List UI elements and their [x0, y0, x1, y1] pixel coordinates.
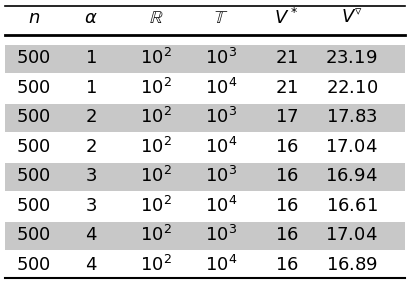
Text: $500$: $500$	[16, 167, 52, 185]
Text: $10^3$: $10^3$	[205, 166, 237, 186]
Text: $10^4$: $10^4$	[204, 196, 237, 216]
Text: $\alpha$: $\alpha$	[84, 9, 97, 27]
Text: $17.04$: $17.04$	[324, 138, 377, 156]
Text: $21$: $21$	[274, 49, 297, 67]
Text: $n$: $n$	[28, 9, 40, 27]
Text: $4$: $4$	[85, 256, 97, 274]
Text: $1$: $1$	[85, 79, 97, 97]
Text: $16.94$: $16.94$	[324, 167, 377, 185]
Bar	[5, 104, 404, 132]
Text: $3$: $3$	[85, 197, 97, 215]
Bar	[5, 163, 404, 191]
Text: $16.61$: $16.61$	[325, 197, 377, 215]
Text: $17$: $17$	[274, 108, 297, 126]
Text: $17.83$: $17.83$	[325, 108, 376, 126]
Text: $10^2$: $10^2$	[140, 166, 172, 186]
Text: $23.19$: $23.19$	[325, 49, 377, 67]
Text: $16$: $16$	[274, 167, 298, 185]
Text: $\mathbb{R}$: $\mathbb{R}$	[148, 9, 163, 27]
Text: $10^3$: $10^3$	[205, 48, 237, 68]
Text: $10^2$: $10^2$	[140, 78, 172, 98]
Text: $10^2$: $10^2$	[140, 107, 172, 127]
Text: $V^*$: $V^*$	[274, 8, 298, 28]
Text: $10^2$: $10^2$	[140, 48, 172, 68]
Text: $16$: $16$	[274, 226, 298, 245]
Text: $10^4$: $10^4$	[204, 255, 237, 275]
Text: $16$: $16$	[274, 256, 298, 274]
Text: $500$: $500$	[16, 49, 52, 67]
Text: $2$: $2$	[85, 108, 97, 126]
Text: $1$: $1$	[85, 49, 97, 67]
Text: $16$: $16$	[274, 197, 298, 215]
Text: $10^2$: $10^2$	[140, 137, 172, 157]
Text: $500$: $500$	[16, 138, 52, 156]
Text: $17.04$: $17.04$	[324, 226, 377, 245]
Text: $10^2$: $10^2$	[140, 255, 172, 275]
Text: $10^3$: $10^3$	[205, 107, 237, 127]
Text: $500$: $500$	[16, 256, 52, 274]
Text: $3$: $3$	[85, 167, 97, 185]
Bar	[5, 45, 404, 73]
Text: $10^3$: $10^3$	[205, 225, 237, 245]
Text: $V^{\triangledown}$: $V^{\triangledown}$	[340, 9, 362, 27]
Text: $10^4$: $10^4$	[204, 137, 237, 157]
Text: $500$: $500$	[16, 226, 52, 245]
Text: $10^2$: $10^2$	[140, 196, 172, 216]
Text: $4$: $4$	[85, 226, 97, 245]
Text: $500$: $500$	[16, 108, 52, 126]
Text: $2$: $2$	[85, 138, 97, 156]
Text: $16$: $16$	[274, 138, 298, 156]
Text: $\mathbb{T}$: $\mathbb{T}$	[213, 9, 228, 27]
Text: $21$: $21$	[274, 79, 297, 97]
Text: $500$: $500$	[16, 197, 52, 215]
Text: $10^2$: $10^2$	[140, 225, 172, 245]
Text: $500$: $500$	[16, 79, 52, 97]
Bar	[5, 222, 404, 250]
Text: $10^4$: $10^4$	[204, 78, 237, 98]
Text: $16.89$: $16.89$	[325, 256, 377, 274]
Text: $22.10$: $22.10$	[325, 79, 377, 97]
